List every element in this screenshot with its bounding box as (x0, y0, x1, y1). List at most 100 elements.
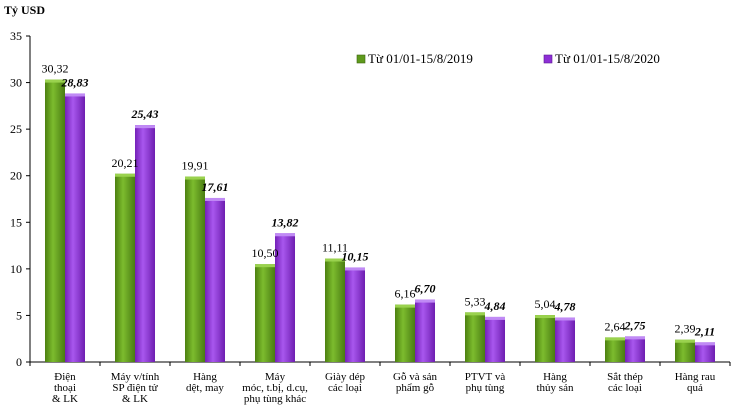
bar-top-highlight (135, 125, 155, 129)
category-label: Hàng rau quả (675, 371, 716, 394)
bar-2020 (485, 316, 505, 362)
category-label-line: phụ tùng (466, 382, 505, 394)
y-axis-unit-label: Tỷ USD (4, 3, 45, 17)
data-label-2020: 17,61 (202, 180, 229, 194)
bar-top-highlight (675, 339, 695, 343)
category-label-line: phẩm gỗ (396, 382, 435, 394)
bar-top-highlight (625, 336, 645, 340)
category-label: Giày dép các loại (325, 371, 366, 394)
bar-top-highlight (185, 176, 205, 180)
bar-2019 (255, 264, 275, 362)
value-labels: 30,32 20,21 19,91 10,50 11,11 6,16 5,33 5,04 2,6… (42, 62, 716, 339)
category-label-line: & LK (122, 393, 148, 405)
bar-2019 (465, 312, 485, 362)
category-label-line: Sắt thép (607, 371, 643, 383)
bar-2019 (185, 176, 205, 362)
legend-swatch-2019 (356, 54, 366, 64)
data-label-2020: 13,82 (272, 215, 299, 229)
bar-top-highlight (605, 337, 625, 341)
bar-2020 (345, 267, 365, 362)
legend-label-2020: Từ 01/01-15/8/2020 (555, 51, 660, 66)
data-label-2019: 10,50 (252, 246, 279, 260)
data-label-2020: 25,43 (131, 107, 159, 121)
data-label-2020: 28,83 (61, 75, 89, 89)
category-label: Hàng thủy sản (537, 371, 574, 394)
y-tick-label: 25 (10, 122, 22, 136)
bar-top-highlight (695, 342, 715, 346)
bar-top-highlight (325, 258, 345, 262)
category-label-line: Hàng rau (675, 371, 716, 383)
category-label-line: PTVT và (465, 371, 506, 383)
y-tick-label: 10 (10, 262, 22, 276)
data-label-2020: 2,75 (624, 318, 646, 332)
category-label: PTVT và phụ tùng (465, 371, 506, 394)
data-label-2020: 6,70 (415, 282, 436, 296)
bar-top-highlight (555, 317, 575, 321)
category-label: Máy móc, t.bị, d.cụ, phụ tùng khác (242, 371, 308, 405)
category-label-line: phụ tùng khác (244, 393, 306, 405)
category-label-line: Hàng (543, 371, 567, 383)
category-label-line: Máy v/tính (111, 371, 160, 383)
category-label-line: móc, t.bị, d.cụ, (242, 382, 308, 394)
bar-top-highlight (115, 173, 135, 177)
bar-top-highlight (415, 299, 435, 303)
data-label-2020: 2,11 (694, 324, 715, 338)
bar-2020 (275, 233, 295, 362)
category-label: Điện thoại & LK (52, 371, 78, 405)
data-label-2019: 6,16 (395, 287, 416, 301)
bar-top-highlight (275, 233, 295, 237)
bar-top-highlight (205, 197, 225, 201)
bar-2020 (695, 342, 715, 362)
bar-2019 (675, 339, 695, 362)
bar-2020 (415, 299, 435, 362)
category-label-line: Điện (54, 371, 76, 383)
bar-top-highlight (395, 304, 415, 308)
bar-top-highlight (65, 93, 85, 97)
legend-swatch-2020 (543, 54, 553, 64)
bar-2019 (115, 173, 135, 362)
bar-top-highlight (485, 316, 505, 320)
category-label-line: dệt, may (186, 382, 224, 394)
category-label: Hàng dệt, may (186, 371, 224, 394)
data-label-2019: 5,33 (465, 294, 486, 308)
data-label-2019: 2,39 (675, 322, 696, 336)
bar-top-highlight (535, 315, 555, 319)
y-tick-label: 35 (10, 29, 22, 43)
category-label-line: các loại (608, 382, 642, 394)
bar-top-highlight (345, 267, 365, 271)
y-tick-label: 20 (10, 169, 22, 183)
bar-2019 (605, 337, 625, 362)
category-label: Sắt thép các loại (607, 371, 643, 394)
data-label-2020: 4,84 (484, 299, 506, 313)
bar-top-highlight (45, 79, 65, 83)
bar-2020 (205, 197, 225, 362)
data-label-2019: 20,21 (112, 156, 139, 170)
bar-2019 (45, 79, 65, 363)
category-label-line: quả (687, 382, 703, 394)
legend: Từ 01/01-15/8/2019 Từ 01/01-15/8/2020 (356, 51, 660, 66)
bar-2020 (135, 125, 155, 362)
bar-top-highlight (465, 312, 485, 316)
category-label-line: Giày dép (325, 371, 366, 383)
data-label-2019: 19,91 (182, 159, 209, 173)
category-label-line: Máy (265, 371, 286, 383)
data-label-2020: 10,15 (342, 249, 369, 263)
category-label-line: thủy sản (537, 382, 574, 394)
category-label-line: & LK (52, 393, 78, 405)
bar-2020 (65, 93, 85, 362)
data-label-2019: 2,64 (605, 319, 626, 333)
legend-label-2019: Từ 01/01-15/8/2019 (368, 51, 473, 66)
data-label-2019: 11,11 (322, 241, 348, 255)
category-label-line: SP điện tử (112, 382, 158, 394)
y-tick-label: 15 (10, 215, 22, 229)
category-label-line: thoại (54, 382, 76, 394)
bar-2019 (395, 304, 415, 362)
bar-2020 (625, 336, 645, 362)
bar-2019 (535, 315, 555, 362)
data-label-2019: 30,32 (42, 62, 69, 76)
y-tick-label: 30 (10, 76, 22, 90)
category-label-line: các loại (328, 382, 362, 394)
y-tick-label: 0 (16, 355, 22, 369)
